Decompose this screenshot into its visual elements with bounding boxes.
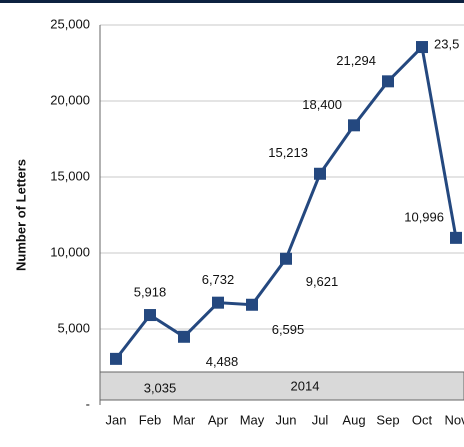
- data-label: 9,621: [306, 274, 339, 289]
- y-tick-label: 20,000: [50, 92, 90, 107]
- marker: [314, 167, 326, 180]
- y-tick-label: 15,000: [50, 168, 90, 183]
- x-tick-label: Mar: [173, 412, 196, 427]
- marker: [246, 298, 258, 311]
- series-line: [114, 43, 458, 360]
- data-label: 18,400: [302, 97, 342, 112]
- x-tick-label: Jun: [276, 412, 297, 427]
- data-label: 3,035: [144, 380, 177, 395]
- marker: [110, 352, 122, 365]
- x-tick-label: Jul: [312, 412, 329, 427]
- marker: [280, 252, 292, 265]
- top-border: [0, 0, 464, 3]
- group-band: [99, 371, 464, 401]
- y-tick-label: 10,000: [50, 244, 90, 259]
- marker: [416, 41, 428, 54]
- marker: [212, 296, 224, 309]
- y-tick-label: 5,000: [57, 320, 90, 335]
- data-label: 10,996: [404, 209, 444, 224]
- data-label: 15,213: [268, 145, 308, 160]
- data-label: 5,918: [134, 284, 167, 299]
- x-tick-label: Sep: [376, 412, 399, 427]
- x-tick-label: Jan: [106, 412, 127, 427]
- data-label: 23,5: [434, 36, 459, 51]
- marker: [382, 75, 394, 88]
- x-tick-label: May: [240, 412, 265, 427]
- y-tick-label: -: [86, 396, 90, 411]
- x-tick-label: Aug: [342, 412, 365, 427]
- x-tick-label: Apr: [208, 412, 229, 427]
- x-tick-label: Feb: [139, 412, 161, 427]
- marker: [348, 119, 360, 132]
- data-label: 21,294: [336, 53, 376, 68]
- y-axis-label: Number of Letters: [13, 159, 28, 271]
- marker: [450, 231, 462, 244]
- data-label: 6,595: [272, 322, 305, 337]
- y-tick-label: 25,000: [50, 16, 90, 31]
- data-label: 4,488: [206, 354, 239, 369]
- marker: [178, 330, 190, 343]
- x-tick-label: Nov: [444, 412, 464, 427]
- group-label: 2014: [291, 378, 320, 393]
- x-tick-label: Oct: [412, 412, 433, 427]
- data-label: 6,732: [202, 272, 235, 287]
- marker: [144, 309, 156, 322]
